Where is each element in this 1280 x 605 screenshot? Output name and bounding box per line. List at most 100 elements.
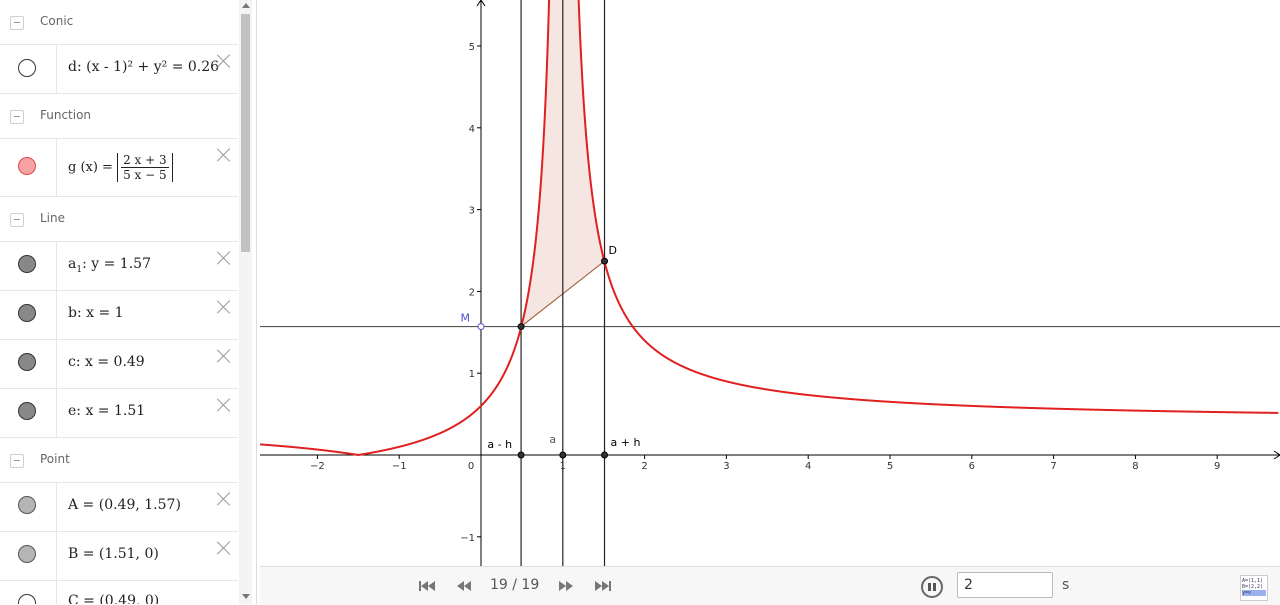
label-a-minus-h: a - h: [487, 438, 512, 451]
x-axis-arrow-icon: [1273, 450, 1280, 460]
line-subscript: 1: [76, 264, 83, 275]
numerator: 2 x + 3: [121, 153, 169, 168]
x-tick-label: 5: [887, 461, 893, 472]
algebra-expression[interactable]: A = (0.49, 1.57): [68, 497, 181, 513]
x-tick-label: 9: [1214, 461, 1220, 472]
algebra-row-b[interactable]: b: x = 1: [0, 291, 238, 340]
graph-g-right-branch[interactable]: [565, 0, 1279, 414]
close-icon[interactable]: [215, 396, 233, 414]
category-function: Function: [0, 94, 238, 139]
point-C[interactable]: [517, 451, 525, 459]
y-tick-label: 3: [469, 206, 475, 217]
close-icon[interactable]: [215, 539, 233, 557]
algebra-expression[interactable]: d: (x - 1)² + y² = 0.26: [68, 59, 220, 75]
marble-red-icon[interactable]: [18, 157, 36, 175]
x-tick-label: −1: [392, 461, 407, 472]
scroll-up-icon[interactable]: [242, 3, 250, 8]
y-axis-arrow-icon: [476, 0, 486, 7]
algebra-row-C[interactable]: C = (0.49, 0): [0, 581, 238, 604]
marble-outline-icon[interactable]: [18, 594, 36, 604]
collapse-icon[interactable]: [10, 16, 24, 30]
marble-outline-icon[interactable]: [18, 59, 36, 77]
close-icon[interactable]: [215, 490, 233, 508]
algebra-expression[interactable]: B = (1.51, 0): [68, 546, 159, 562]
label-a: a: [549, 433, 556, 446]
animation-toolbar: 19 / 19 s A=(1,1) B=(2,2) y=x: [260, 566, 1280, 605]
line-name: a: [68, 256, 77, 272]
algebra-toggle-button[interactable]: A=(1,1) B=(2,2) y=x: [1240, 575, 1268, 601]
algebra-row-d[interactable]: d: (x - 1)² + y² = 0.26: [0, 45, 238, 94]
step-forward-icon[interactable]: [558, 580, 574, 592]
close-icon[interactable]: [215, 249, 233, 267]
points[interactable]: [477, 257, 609, 459]
marble-gray-icon[interactable]: [18, 255, 36, 273]
speed-input[interactable]: [957, 572, 1053, 598]
step-counter: 19 / 19: [490, 577, 540, 593]
category-conic: Conic: [0, 0, 238, 45]
point-A[interactable]: [517, 323, 525, 331]
collapse-icon[interactable]: [10, 110, 24, 124]
fraction: 2 x + 3 5 x − 5: [117, 153, 173, 182]
algebra-expression[interactable]: C = (0.49, 0): [68, 593, 160, 604]
function-lhs: g (x) =: [68, 160, 113, 175]
y-tick-label: 5: [469, 42, 475, 53]
algebra-expression[interactable]: g (x) = 2 x + 3 5 x − 5: [68, 153, 173, 182]
collapse-icon[interactable]: [10, 213, 24, 227]
graph-g-left-branch[interactable]: [260, 0, 560, 457]
x-tick-label: 4: [805, 461, 811, 472]
marble-lightgray-icon[interactable]: [18, 545, 36, 563]
close-icon[interactable]: [215, 52, 233, 70]
label-D: D: [609, 244, 617, 257]
label-a-plus-h: a + h: [611, 436, 641, 449]
collapse-icon[interactable]: [10, 454, 24, 468]
algebra-row-c[interactable]: c: x = 0.49: [0, 340, 238, 389]
scrollbar[interactable]: [239, 0, 252, 604]
object-labels: a - h a a + h D M: [461, 244, 641, 451]
algebra-row-e[interactable]: e: x = 1.51: [0, 389, 238, 438]
category-label: Point: [40, 452, 70, 466]
step-back-icon[interactable]: [456, 580, 472, 592]
skip-to-end-icon[interactable]: [594, 580, 612, 592]
pause-button[interactable]: [921, 576, 943, 598]
marble-gray-icon[interactable]: [18, 353, 36, 371]
x-tick-label: −2: [310, 461, 325, 472]
close-icon[interactable]: [215, 146, 233, 164]
close-icon[interactable]: [215, 347, 233, 365]
toggle-line: y=x: [1242, 590, 1266, 596]
skip-to-start-icon[interactable]: [418, 580, 436, 592]
x-tick-label: 2: [641, 461, 647, 472]
x-tick-label: 7: [1050, 461, 1056, 472]
algebra-row-A[interactable]: A = (0.49, 1.57): [0, 483, 238, 532]
label-M: M: [461, 312, 471, 325]
line-equation: : y = 1.57: [82, 256, 151, 272]
marble-gray-icon[interactable]: [18, 402, 36, 420]
algebra-row-g[interactable]: g (x) = 2 x + 3 5 x − 5: [0, 139, 238, 197]
category-line: Line: [0, 197, 238, 242]
point-D[interactable]: [601, 257, 609, 265]
toggle-line: A=(1,1): [1242, 578, 1264, 584]
algebra-view: Conic d: (x - 1)² + y² = 0.26 Function g…: [0, 0, 257, 604]
marble-lightgray-icon[interactable]: [18, 496, 36, 514]
scrollbar-thumb[interactable]: [241, 14, 250, 252]
scroll-down-icon[interactable]: [242, 594, 250, 599]
algebra-row-B[interactable]: B = (1.51, 0): [0, 532, 238, 581]
toggle-line: B=(2,2): [1242, 584, 1264, 590]
x-tick-label: 6: [969, 461, 975, 472]
y-tick-label: 1: [469, 369, 475, 380]
function-graph[interactable]: [260, 0, 1279, 457]
close-icon[interactable]: [215, 298, 233, 316]
lines[interactable]: [260, 0, 1280, 566]
point-M[interactable]: [477, 323, 485, 331]
marble-gray-icon[interactable]: [18, 304, 36, 322]
y-tick-label: 4: [469, 124, 475, 135]
algebra-row-a1[interactable]: a1: y = 1.57: [0, 242, 238, 291]
point-B[interactable]: [601, 451, 609, 459]
point-a[interactable]: [559, 451, 567, 459]
algebra-expression[interactable]: c: x = 0.49: [68, 354, 145, 370]
algebra-expression[interactable]: a1: y = 1.57: [68, 256, 151, 275]
unit-label: s: [1062, 577, 1070, 593]
algebra-expression[interactable]: e: x = 1.51: [68, 403, 146, 419]
algebra-expression[interactable]: b: x = 1: [68, 305, 124, 321]
